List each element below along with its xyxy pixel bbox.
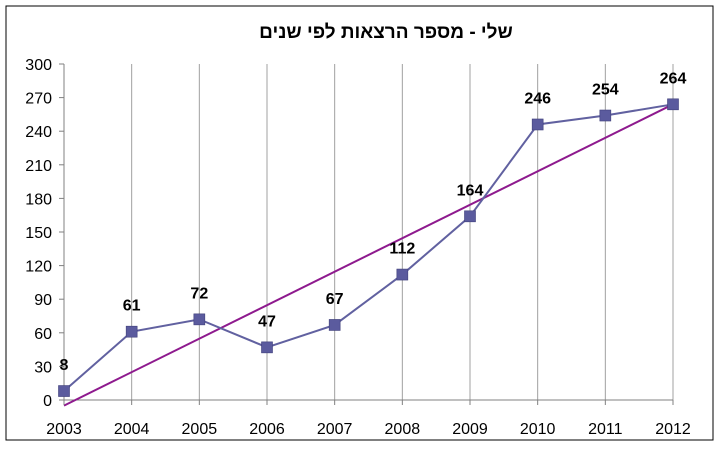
y-tick-label: 0 [43, 393, 52, 410]
x-tick-label: 2007 [317, 421, 353, 438]
data-point-marker [328, 319, 341, 331]
trendline [63, 103, 674, 407]
x-tick-label: 2009 [452, 421, 488, 438]
y-tick-label: 180 [25, 191, 52, 208]
chart-border [5, 5, 714, 441]
data-label: 254 [592, 82, 619, 99]
data-label: 164 [457, 182, 484, 199]
data-point-marker [667, 98, 679, 111]
data-point-marker [261, 341, 273, 354]
data-label: 61 [123, 298, 141, 315]
trendline-layer [63, 103, 674, 407]
data-point-marker [396, 268, 409, 281]
data-point-marker [531, 118, 544, 131]
y-tick-label: 90 [34, 292, 52, 309]
data-label: 246 [524, 90, 551, 107]
x-tick-label: 2011 [588, 421, 623, 438]
x-tick-label: 2008 [385, 421, 421, 438]
x-tick-label: 2010 [520, 421, 556, 438]
series-layer [58, 98, 679, 397]
y-tick-label: 120 [25, 259, 52, 276]
chart-title: שלי - מספר הרצאות לפי שנים [259, 22, 513, 43]
data-point-marker [193, 313, 206, 326]
data-label: 72 [190, 285, 208, 302]
data-label: 264 [660, 70, 687, 87]
x-tick-label: 2012 [655, 421, 691, 438]
data-label: 67 [326, 291, 344, 308]
data-label: 8 [60, 357, 69, 374]
grid-lines [63, 64, 674, 400]
data-label: 47 [258, 313, 276, 330]
y-tick-label: 300 [25, 57, 52, 74]
y-tick-label: 30 [34, 359, 52, 376]
y-tick-label: 210 [25, 158, 52, 175]
x-tick-label: 2005 [182, 421, 218, 438]
data-labels: 8 61 72 47 67 112 164 246 254 264 [60, 70, 687, 374]
y-tick-label: 150 [25, 225, 52, 242]
x-tick-label: 2006 [249, 421, 285, 438]
data-point-marker [464, 210, 476, 223]
y-tick-label: 60 [34, 326, 52, 343]
x-tick-label: 2003 [46, 421, 82, 438]
y-tick-label: 240 [25, 124, 52, 141]
data-point-marker [599, 109, 612, 122]
data-point-marker [58, 385, 70, 397]
x-tick-label: 2004 [114, 421, 150, 438]
data-label: 112 [389, 241, 415, 258]
y-axis-ticks: 0 30 60 90 120 150 180 210 240 270 300 [25, 57, 64, 410]
y-tick-label: 270 [25, 91, 52, 108]
x-axis-ticks: 2003 2004 2005 2006 2007 2008 2009 2010 2011 2012 [46, 400, 691, 438]
data-point-marker [125, 325, 138, 338]
series-line [63, 103, 674, 392]
